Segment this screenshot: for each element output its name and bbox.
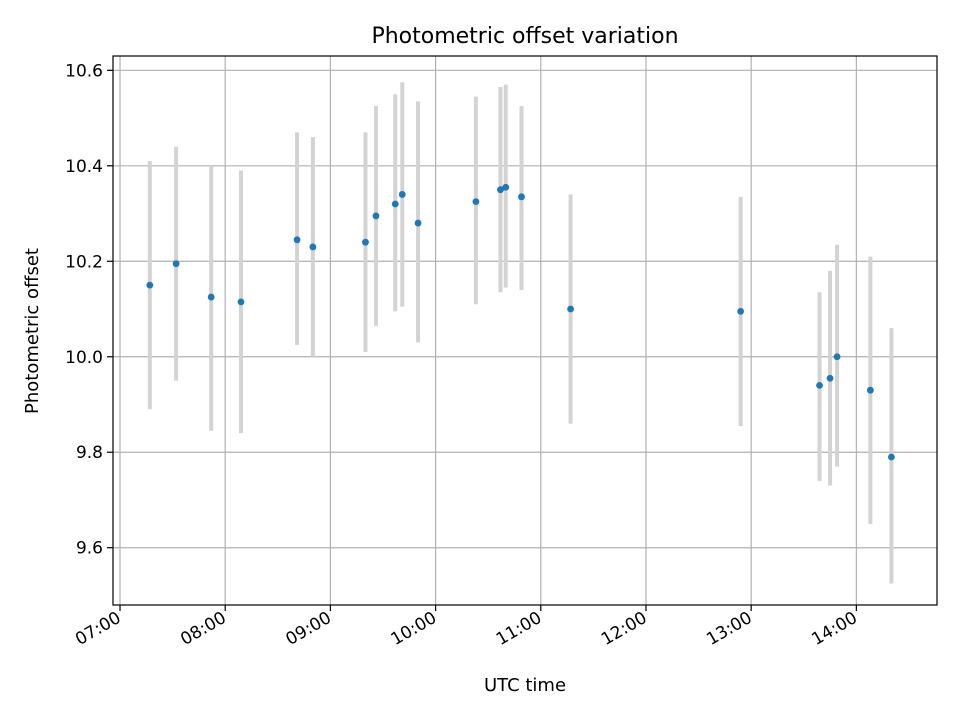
y-axis-ticks: 9.6 9.8 10.0 10.2 10.4 10.6	[65, 61, 113, 559]
data-point	[472, 198, 480, 206]
y-tick-label: 10.4	[65, 157, 103, 177]
x-axis-label: UTC time	[484, 675, 566, 696]
chart-title: Photometric offset variation	[371, 24, 678, 49]
data-point	[888, 453, 895, 461]
data-point	[207, 293, 215, 301]
y-tick-label: 10.6	[65, 61, 103, 81]
data-point	[497, 186, 504, 194]
data-point	[172, 260, 180, 268]
y-axis-label: Photometric offset	[22, 248, 43, 414]
data-point	[518, 193, 525, 201]
plot-frame	[112, 55, 938, 606]
data-point	[567, 305, 574, 313]
data-point	[309, 243, 317, 251]
y-tick-label: 9.8	[76, 443, 103, 463]
data-point	[372, 212, 380, 220]
data-point	[362, 238, 369, 246]
y-tick-label: 10.2	[65, 252, 103, 272]
data-point	[414, 219, 422, 227]
data-point	[816, 382, 823, 389]
data-point	[826, 374, 834, 382]
data-point	[293, 236, 301, 244]
data-point	[737, 308, 745, 315]
y-tick-label: 10.0	[65, 348, 103, 368]
y-tick-label: 9.6	[76, 539, 103, 559]
data-point	[502, 183, 510, 191]
data-point	[398, 191, 406, 198]
data-points	[146, 183, 895, 461]
data-point	[833, 353, 841, 361]
data-point	[146, 281, 154, 289]
data-point	[866, 386, 874, 394]
data-point	[391, 200, 399, 208]
data-point	[237, 298, 245, 306]
grid	[113, 56, 937, 605]
